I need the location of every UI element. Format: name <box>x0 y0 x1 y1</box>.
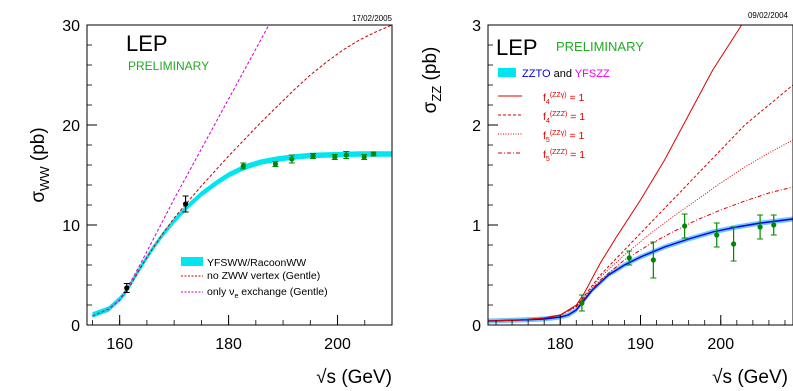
svg-text:σWW (pb): σWW (pb) <box>28 127 52 202</box>
ww-data-point <box>332 154 338 160</box>
zz-data-point <box>714 232 720 238</box>
zz-series-dashed-line <box>488 84 793 322</box>
zz-legend-swatch-band <box>498 68 516 77</box>
ww-legend-swatch-band <box>181 257 203 266</box>
ww-legend-nue-main: only ν <box>207 286 234 298</box>
ww-preliminary-label: PRELIMINARY <box>128 59 209 73</box>
zz-x-axis-label: √s (GeV) <box>712 367 788 388</box>
ww-data-point <box>182 201 189 207</box>
ww-data-point <box>272 161 279 167</box>
ww-data-point <box>240 163 246 169</box>
zz-legend-yfszz: YFSZZ <box>575 68 610 80</box>
ww-ylabel-sigma: σ <box>28 191 49 203</box>
ww-data-point <box>310 153 316 159</box>
zz-theory-band <box>488 216 793 324</box>
zz-legend-f4zzg-sup: (ZZγ) <box>550 92 567 99</box>
zz-legend-f5zzz-sub: 5 <box>546 156 550 163</box>
zz-ylabel-sub: ZZ <box>429 86 444 102</box>
zz-y-tick-label: 3 <box>472 18 481 35</box>
zz-legend-label-f5zzg: f5(ZZγ) = 1 <box>543 130 585 144</box>
ww-panel: 160 180 200 0 10 20 30 17/02/2005 LEP PRELIMIN… <box>28 14 393 388</box>
zz-data-point <box>579 300 585 306</box>
zz-x-tick-label: 200 <box>707 336 734 353</box>
ww-y-tick-label: 0 <box>71 318 80 335</box>
ww-ylabel-unit: (pb) <box>28 127 49 161</box>
ww-plot-frame <box>86 24 393 326</box>
ww-legend-nue-sub: e <box>234 293 238 300</box>
zz-theory-central-line <box>488 218 793 322</box>
zz-legend-zzto: ZZTO <box>522 68 551 80</box>
ww-x-tick-label: 200 <box>324 336 351 353</box>
zz-series-dashdot-line <box>488 186 793 322</box>
zz-lep-title: LEP <box>496 35 538 60</box>
ww-series-dashed-line <box>92 25 392 317</box>
zz-legend-f5zzz-sup: (ZZZ) <box>550 149 568 156</box>
ww-data-point <box>124 285 130 291</box>
ww-legend-label-yfsww: YFSWW/RacoonWW <box>207 257 306 269</box>
ww-data-point <box>343 152 349 158</box>
zz-data-point <box>731 241 737 247</box>
zz-x-tick-label: 180 <box>547 336 574 353</box>
zz-y-tick-label: 1 <box>472 218 481 235</box>
ww-legend: YFSWW/RacoonWW no ZWW vertex (Gentle) on… <box>181 257 328 300</box>
zz-y-tick-label: 0 <box>472 318 481 335</box>
ww-x-tick-label: 180 <box>215 336 242 353</box>
zz-legend-label-f4zzg: f4(ZZγ) = 1 <box>543 92 585 106</box>
zz-ylabel-unit: (pb) <box>420 47 441 81</box>
ww-y-tick-label: 20 <box>62 118 80 135</box>
zz-plot-frame <box>487 24 793 326</box>
zz-legend-f4zzz-main: f <box>543 111 546 123</box>
zz-legend-f4zzg-rest: = 1 <box>567 92 585 104</box>
ww-legend-label-nue: only νe exchange (Gentle) <box>207 286 328 300</box>
zz-legend-f4zzz-sub: 4 <box>546 118 550 125</box>
ww-x-tick-label: 160 <box>106 336 133 353</box>
zz-series-dotted-line <box>488 139 793 322</box>
ww-legend-nue-rest: exchange (Gentle) <box>238 286 327 298</box>
zz-legend-f5zzg-main: f <box>543 130 546 142</box>
zz-data-point <box>757 224 763 230</box>
zz-legend-f4zzz-sup: (ZZZ) <box>550 111 568 118</box>
zz-legend-f5zzz-main: f <box>543 149 546 161</box>
zz-legend: ZZTO and YFSZZ f4(ZZγ) = 1 f4(ZZZ) = 1 f… <box>498 68 610 163</box>
zz-legend-label-f5zzz: f5(ZZZ) = 1 <box>543 149 585 163</box>
ww-data-point <box>370 151 377 157</box>
zz-legend-f5zzg-sub: 5 <box>546 137 550 144</box>
ww-data-point <box>361 154 367 160</box>
zz-legend-f5zzg-sup: (ZZγ) <box>550 130 567 137</box>
ww-date-stamp: 17/02/2005 <box>352 14 393 23</box>
ww-ylabel-sub: WW <box>37 166 52 191</box>
ww-x-axis-label: √s (GeV) <box>316 367 392 388</box>
ww-y-tick-label: 30 <box>62 18 80 35</box>
svg-text:σZZ (pb): σZZ (pb) <box>420 47 444 114</box>
ww-y-tick-label: 10 <box>62 218 80 235</box>
ww-legend-label-no-zww: no ZWW vertex (Gentle) <box>207 270 320 282</box>
ww-data-point <box>289 156 295 162</box>
zz-date-stamp: 09/02/2004 <box>748 11 789 20</box>
ww-lep-title: LEP <box>126 31 168 56</box>
zz-legend-and: and <box>554 68 572 80</box>
zz-legend-f5zzz-rest: = 1 <box>567 149 585 161</box>
zz-legend-f4zzg-main: f <box>543 92 546 104</box>
zz-legend-f4zzz-rest: = 1 <box>567 111 585 123</box>
zz-legend-f4zzg-sub: 4 <box>546 99 550 106</box>
zz-y-tick-label: 2 <box>472 118 481 135</box>
zz-data-point <box>682 223 688 229</box>
zz-preliminary-label: PRELIMINARY <box>556 39 644 54</box>
zz-panel: 180 190 200 0 1 2 3 09/02/2004 LEP PRELIMINARY… <box>420 11 793 388</box>
zz-x-tick-label: 190 <box>627 336 654 353</box>
zz-data-point <box>650 257 656 263</box>
zz-data-point <box>771 222 777 228</box>
ww-y-axis-label: σWW (pb) <box>28 127 52 202</box>
zz-legend-f5zzg-rest: = 1 <box>567 130 585 142</box>
zz-data-point <box>626 255 632 261</box>
zz-ylabel-sigma: σ <box>420 101 441 113</box>
zz-legend-label-f4zzz: f4(ZZZ) = 1 <box>543 111 585 125</box>
zz-legend-header: ZZTO and YFSZZ <box>522 68 610 80</box>
zz-y-axis-label: σZZ (pb) <box>420 47 444 114</box>
